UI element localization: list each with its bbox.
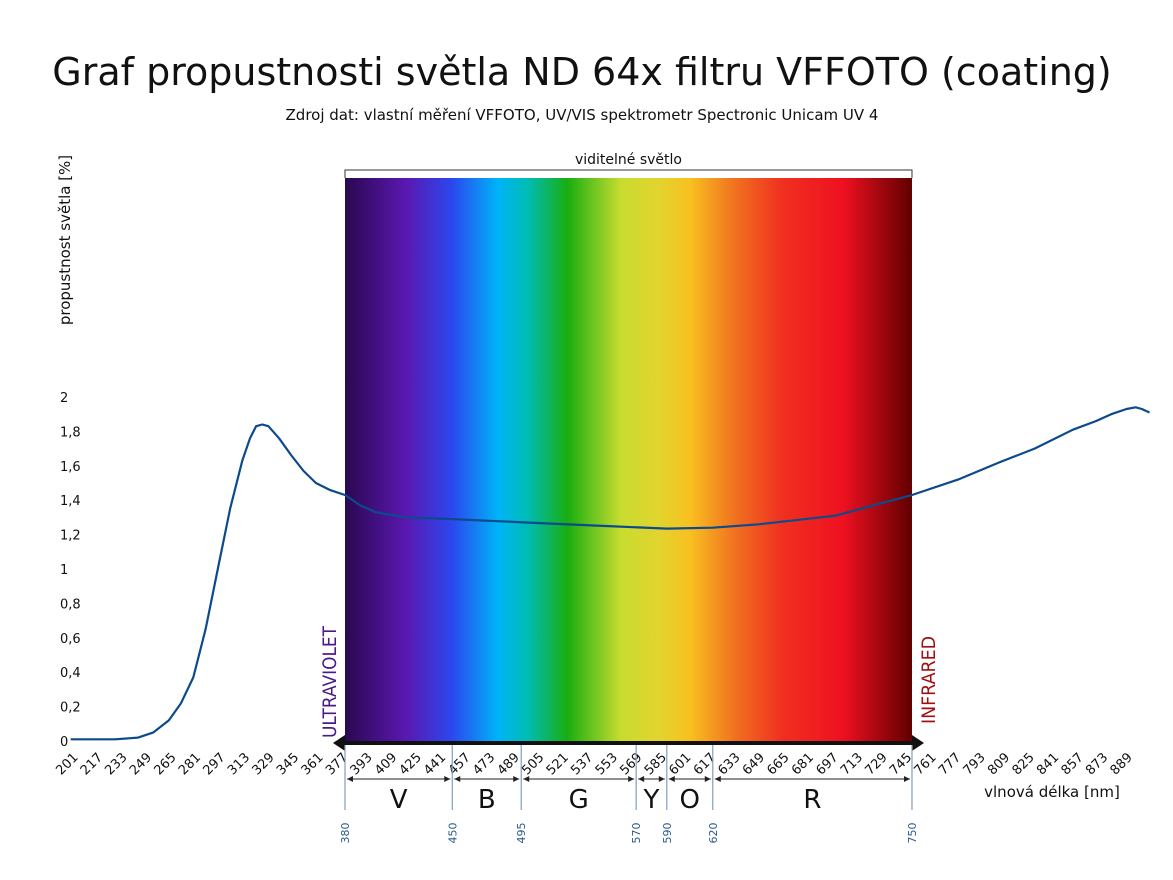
y-tick-label: 0,8	[60, 597, 81, 612]
band-boundary-label: 450	[446, 823, 459, 844]
x-tick-label: 601	[666, 750, 694, 778]
y-tick-label: 0,6	[60, 632, 81, 647]
x-tick-label: 585	[642, 750, 670, 778]
x-tick-label: 329	[250, 750, 278, 778]
x-tick-label: 505	[519, 750, 547, 778]
transmission-line	[70, 406, 1150, 741]
x-tick-label: 777	[936, 750, 964, 778]
band-label: R	[803, 785, 821, 815]
arrow-left-icon	[333, 735, 345, 751]
y-tick-label: 0	[60, 735, 68, 750]
y-tick-label: 1	[60, 563, 68, 578]
x-tick-label: 825	[1010, 750, 1038, 778]
band-boundary-label: 620	[707, 823, 720, 844]
x-tick-label: 873	[1083, 750, 1111, 778]
x-tick-label: 681	[789, 750, 817, 778]
x-tick-label: 857	[1059, 750, 1087, 778]
visible-bracket	[344, 169, 913, 178]
x-tick-label: 457	[446, 750, 474, 778]
x-tick-label: 249	[127, 750, 155, 778]
x-tick-label: 281	[176, 750, 204, 778]
visible-spectrum	[345, 178, 912, 741]
x-tick-label: 393	[348, 750, 376, 778]
x-tick-label: 313	[225, 750, 253, 778]
x-tick-label: 361	[299, 750, 327, 778]
x-tick-label: 649	[740, 750, 768, 778]
x-tick-label: 377	[323, 750, 351, 778]
x-tick-label: 553	[593, 750, 621, 778]
x-tick-label: 537	[568, 750, 596, 778]
y-tick-label: 1,6	[60, 460, 81, 475]
chart-subtitle: Zdroj dat: vlastní měření VFFOTO, UV/VIS…	[286, 106, 879, 124]
x-tick-label: 569	[617, 750, 645, 778]
x-tick-label: 889	[1108, 750, 1136, 778]
x-tick-label: 761	[912, 750, 940, 778]
x-tick-label: 441	[421, 750, 449, 778]
x-axis-label: vlnová délka [nm]	[984, 783, 1120, 801]
x-tick-label: 297	[200, 750, 228, 778]
x-axis-line	[345, 741, 912, 745]
arrow-right-icon	[911, 735, 924, 751]
x-tick-label: 809	[985, 750, 1013, 778]
y-tick-label: 2	[60, 391, 68, 406]
y-tick-label: 0,2	[60, 701, 81, 716]
x-tick-label: 489	[495, 750, 523, 778]
x-tick-label: 217	[78, 750, 106, 778]
x-tick-label: 617	[691, 750, 719, 778]
x-tick-label: 345	[274, 750, 302, 778]
x-tick-label: 793	[961, 750, 989, 778]
band-boundary-label: 495	[515, 823, 528, 844]
x-tick-label: 841	[1034, 750, 1062, 778]
x-tick-label: 697	[813, 750, 841, 778]
y-axis-label: propustnost světla [%]	[56, 155, 74, 325]
band-label: O	[680, 785, 700, 815]
x-tick-label: 633	[715, 750, 743, 778]
x-tick-label: 425	[397, 750, 425, 778]
x-tick-label: 409	[372, 750, 400, 778]
x-tick-label: 521	[544, 750, 572, 778]
y-tick-label: 1,8	[60, 425, 81, 440]
chart-title: Graf propustnosti světla ND 64x filtru V…	[52, 50, 1111, 94]
x-tick-label: 233	[102, 750, 130, 778]
band-boundary-label: 590	[661, 823, 674, 844]
x-tick-label: 473	[470, 750, 498, 778]
y-tick-label: 1,2	[60, 529, 81, 544]
x-tick-label: 665	[764, 750, 792, 778]
band-boundary-label: 570	[630, 823, 643, 844]
y-tick-label: 1,4	[60, 494, 81, 509]
band-boundary-label: 380	[339, 823, 352, 844]
band-label: Y	[643, 785, 660, 815]
visible-region-label: viditelné světlo	[575, 152, 682, 168]
band-arrow-icon	[638, 776, 665, 782]
x-tick-label: 265	[151, 750, 179, 778]
ultraviolet-label: ULTRAVIOLET	[319, 626, 341, 738]
x-tick-label: 713	[838, 750, 866, 778]
y-tick-label: 0,4	[60, 666, 81, 681]
band-boundary-label: 750	[906, 823, 919, 844]
x-tick-label: 745	[887, 750, 915, 778]
band-label: B	[478, 785, 496, 815]
x-tick-label: 729	[862, 750, 890, 778]
x-tick-label: 201	[53, 750, 81, 778]
band-label: V	[390, 785, 408, 815]
infrared-label: INFRARED	[918, 636, 940, 724]
band-label: G	[569, 785, 589, 815]
